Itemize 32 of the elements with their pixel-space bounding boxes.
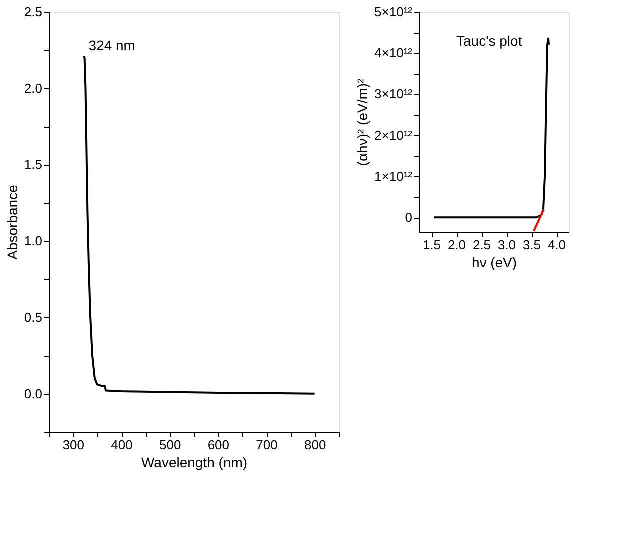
x-tick-label: 600 bbox=[208, 438, 230, 452]
y-tick-label: 0.5 bbox=[24, 310, 42, 325]
x-tick-label: 4.0 bbox=[548, 238, 566, 252]
annotation: Tauc's plot bbox=[456, 33, 522, 49]
x-tick-label: 300 bbox=[62, 438, 85, 452]
x-tick-label: 3.5 bbox=[522, 238, 542, 252]
x-tick-label: 400 bbox=[111, 438, 133, 452]
x-axis-title: Wavelength (nm) bbox=[141, 454, 248, 470]
y-tick-label: 0.0 bbox=[24, 386, 42, 402]
y-tick-label: 1×10¹² bbox=[374, 168, 414, 184]
annotation: 324 nm bbox=[88, 37, 136, 54]
line-series bbox=[433, 38, 550, 219]
x-tick-label: 800 bbox=[304, 438, 326, 452]
y-tick-label: 1.0 bbox=[24, 234, 42, 249]
y-tick-label: 3×10¹² bbox=[374, 86, 414, 102]
x-tick-label: 2.5 bbox=[472, 238, 492, 252]
y-axis-title: (αhν)² (eV/m)² bbox=[354, 78, 371, 166]
line-series bbox=[82, 55, 316, 395]
x-tick-label: 700 bbox=[256, 438, 278, 452]
x-tick-label: 1.5 bbox=[422, 238, 442, 252]
y-tick-label: 2.0 bbox=[24, 80, 42, 96]
x-tick-label: 3.0 bbox=[498, 238, 516, 252]
y-tick-label: 2.5 bbox=[24, 4, 42, 20]
y-tick-label: 5×10¹² bbox=[374, 4, 414, 20]
x-tick-label: 500 bbox=[159, 438, 182, 452]
x-axis-title: hν (eV) bbox=[472, 254, 518, 270]
x-tick-label: 2.0 bbox=[448, 238, 466, 252]
y-tick-label: 2×10¹² bbox=[374, 128, 414, 143]
y-axis-title: Absorbance bbox=[4, 184, 20, 260]
y-tick-label: 0 bbox=[405, 210, 412, 226]
y-tick-label: 1.5 bbox=[24, 157, 42, 172]
y-tick-label: 4×10¹² bbox=[374, 46, 414, 61]
